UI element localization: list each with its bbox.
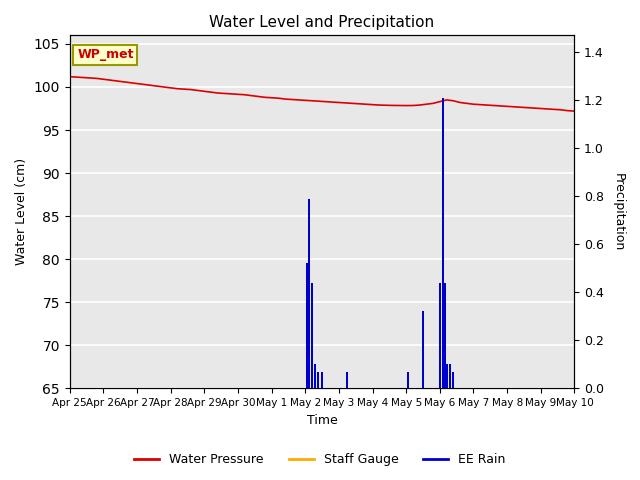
Bar	[452, 372, 454, 388]
Text: WP_met: WP_met	[77, 48, 134, 61]
Bar	[308, 199, 310, 388]
Bar	[446, 364, 448, 388]
Bar	[314, 364, 316, 388]
Y-axis label: Water Level (cm): Water Level (cm)	[15, 158, 28, 265]
Bar	[449, 364, 451, 388]
Bar	[317, 372, 319, 388]
Bar	[311, 283, 313, 388]
Bar	[439, 283, 441, 388]
Y-axis label: Precipitation: Precipitation	[612, 173, 625, 251]
Title: Water Level and Precipitation: Water Level and Precipitation	[209, 15, 435, 30]
Bar	[444, 283, 446, 388]
Bar	[422, 312, 424, 388]
X-axis label: Time: Time	[307, 414, 337, 427]
Bar	[306, 264, 308, 388]
Legend: Water Pressure, Staff Gauge, EE Rain: Water Pressure, Staff Gauge, EE Rain	[129, 448, 511, 471]
Bar	[346, 372, 348, 388]
Bar	[407, 372, 409, 388]
Bar	[442, 98, 444, 388]
Bar	[321, 372, 323, 388]
